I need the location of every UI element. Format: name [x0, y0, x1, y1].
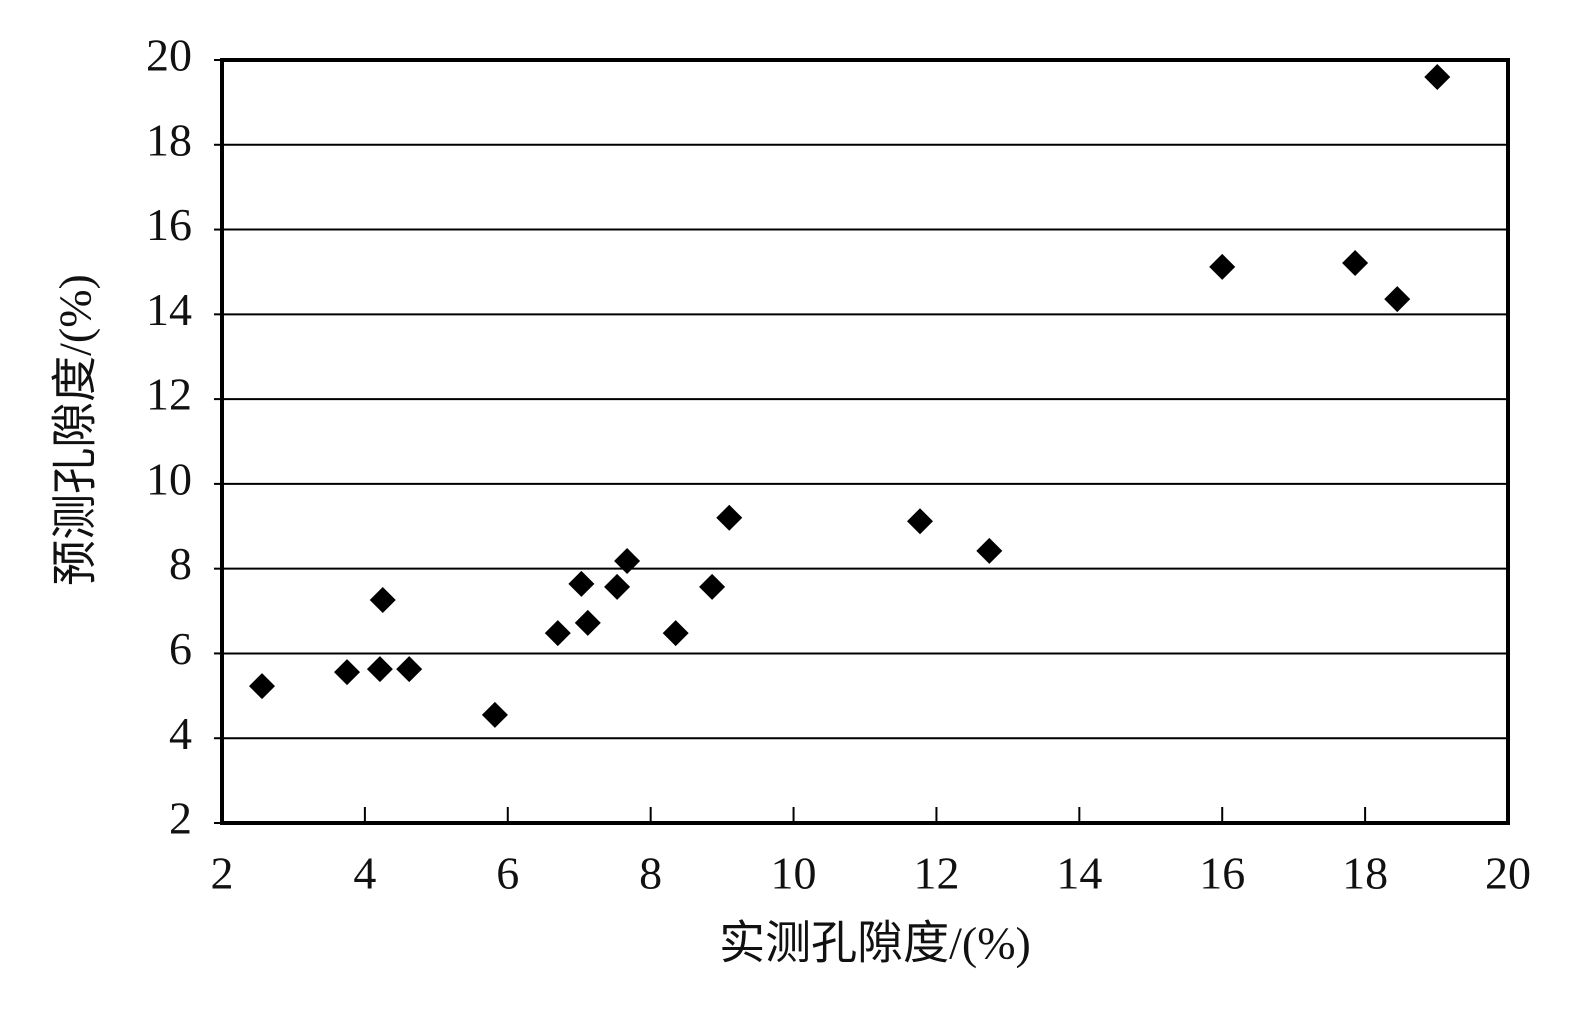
point: [1424, 63, 1451, 90]
point: [604, 573, 631, 600]
x-tick-label: 20: [1485, 848, 1531, 899]
point: [574, 609, 601, 636]
plot-frame: [220, 58, 1510, 825]
y-tick-label: 20: [146, 30, 192, 81]
point: [976, 537, 1003, 564]
point: [544, 620, 571, 647]
x-tick-label: 8: [639, 848, 662, 899]
point: [366, 656, 393, 683]
y-tick-label: 18: [146, 114, 192, 165]
x-axis-label: 实测孔隙度/(%): [719, 918, 1031, 969]
point: [481, 701, 508, 728]
y-tick-label: 4: [169, 708, 192, 759]
x-tick-label: 6: [496, 848, 519, 899]
point: [334, 659, 361, 686]
point: [614, 548, 641, 575]
x-tick-label: 16: [1199, 848, 1245, 899]
point: [249, 673, 276, 700]
point: [396, 656, 423, 683]
x-tick-label: 12: [913, 848, 959, 899]
point: [1384, 286, 1411, 313]
y-tick-label: 2: [169, 793, 192, 844]
point: [369, 587, 396, 614]
x-tick-label: 14: [1056, 848, 1102, 899]
point: [568, 570, 595, 597]
x-tick-label: 10: [771, 848, 817, 899]
point: [699, 573, 726, 600]
x-tick-label: 4: [353, 848, 376, 899]
y-tick-label: 14: [146, 284, 192, 335]
y-tick-label: 16: [146, 199, 192, 250]
point: [662, 620, 689, 647]
x-tick-label: 18: [1342, 848, 1388, 899]
y-tick-label: 10: [146, 453, 192, 504]
x-tick-label: 2: [211, 848, 234, 899]
y-axis-label: 预测孔隙度/(%): [50, 274, 101, 586]
point: [716, 504, 743, 531]
y-tick-label: 8: [169, 538, 192, 589]
point: [1342, 250, 1369, 277]
y-tick-label: 6: [169, 623, 192, 674]
y-tick-label: 12: [146, 369, 192, 420]
point: [1209, 253, 1236, 280]
point: [907, 508, 934, 535]
